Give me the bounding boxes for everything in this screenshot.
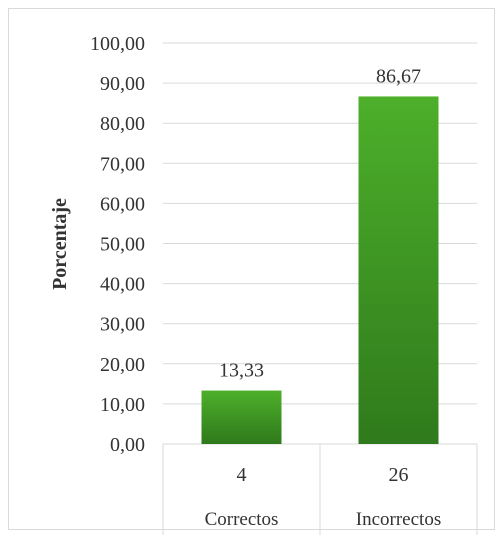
y-tick-label: 90,00 [100,73,145,95]
category-count: 26 [389,464,409,486]
category-count: 4 [237,464,247,486]
y-tick-label: 10,00 [100,394,145,416]
y-tick-label: 70,00 [100,153,145,175]
bar [201,390,282,444]
bar [358,96,439,444]
y-tick-label: 60,00 [100,193,145,215]
y-tick-label: 40,00 [100,274,145,296]
category-label: Incorrectos [356,509,441,530]
category-label: Correctos [205,509,279,530]
y-tick-label: 80,00 [100,113,145,135]
data-label: 86,67 [376,65,421,87]
y-tick-label: 50,00 [100,234,145,256]
y-tick-label: 20,00 [100,354,145,376]
y-tick-label: 0,00 [110,434,145,456]
y-tick-label: 30,00 [100,314,145,336]
data-label: 13,33 [219,360,264,382]
y-axis-label: Porcentaje [49,198,71,290]
y-tick-label: 100,00 [90,33,145,55]
